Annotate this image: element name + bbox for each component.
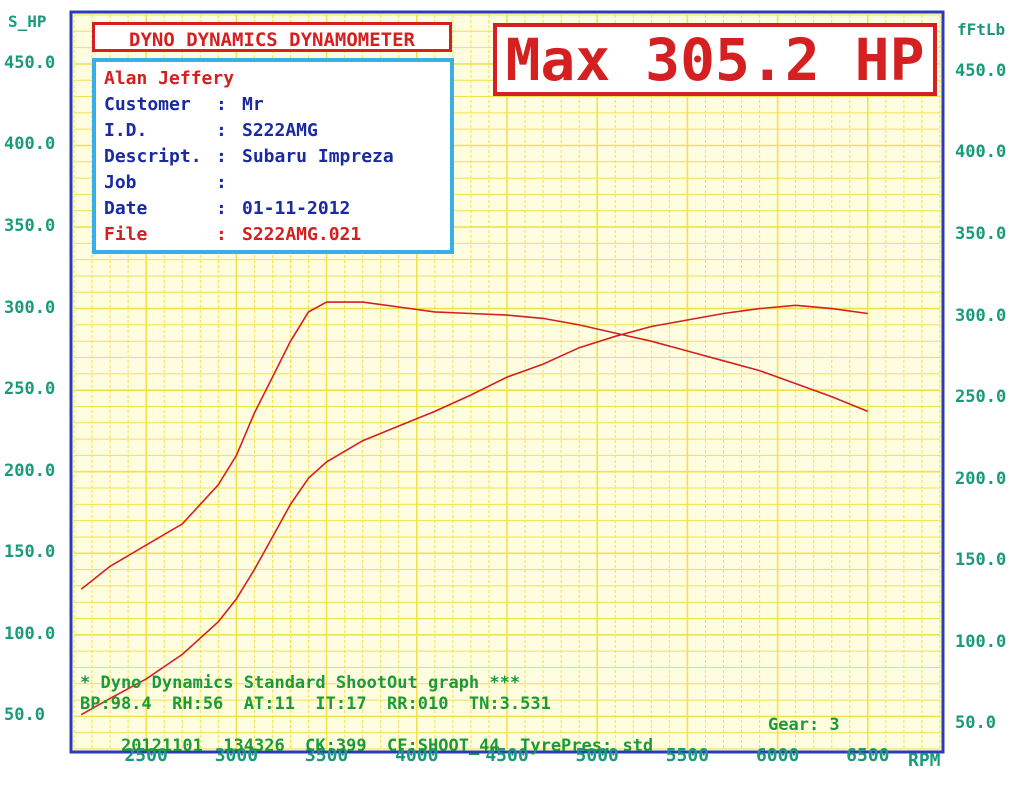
- max-hp-banner: Max 305.2 HP: [493, 23, 937, 96]
- info-value: Mr: [242, 94, 264, 115]
- right-tick-label: 150.0: [955, 550, 1007, 571]
- info-row: Date:01-11-2012: [104, 196, 450, 222]
- x-tick-label: 6000: [755, 745, 800, 766]
- info-value: Subaru Impreza: [242, 146, 394, 167]
- info-separator: :: [216, 120, 227, 141]
- info-label: Descript.: [104, 146, 202, 167]
- left-tick-label: 300.0: [4, 297, 56, 318]
- info-row: I.D.: S222AMG: [104, 118, 450, 144]
- x-tick-label: 2500: [124, 745, 168, 766]
- curves: [80, 301, 869, 716]
- footer-line-3: 20121101 134326 CK:399 CF:SHOOT_44 TyreP…: [80, 715, 940, 756]
- x-tick-label: 5500: [665, 745, 710, 766]
- info-value: 01-11-2012: [242, 198, 351, 219]
- right-tick-label: 300.0: [955, 305, 1007, 326]
- info-name: Alan Jeffery: [104, 68, 235, 89]
- right-tick-label: 400.0: [955, 142, 1007, 163]
- left-axis-unit: S_HP: [8, 12, 47, 31]
- info-row: Descript.: Subaru Impreza: [104, 144, 450, 170]
- info-label: I.D.: [104, 120, 148, 141]
- info-separator: :: [216, 94, 227, 115]
- gear-label: Gear: 3: [768, 715, 840, 735]
- footer-line-3-text: 20121101 134326 CK:399 CF:SHOOT_44 TyreP…: [120, 736, 654, 756]
- right-tick-label: 100.0: [955, 631, 1007, 652]
- x-tick-label: 6500: [846, 745, 890, 766]
- left-tick-label: 150.0: [4, 542, 56, 563]
- info-label: Customer: [104, 94, 191, 115]
- x-tick-label: 4000: [395, 745, 439, 766]
- footer-info: * Dyno Dynamics Standard ShootOut graph …: [80, 673, 940, 756]
- curve-1: [80, 301, 869, 590]
- left-tick-label: 100.0: [4, 623, 56, 644]
- info-value: S222AMG.021: [242, 224, 362, 245]
- left-tick-label: 350.0: [4, 216, 56, 237]
- right-axis-unit: fFtLb: [957, 20, 1006, 39]
- info-panel: Alan Jeffery Customer: Mr I.D.: S222AMG Desc…: [92, 58, 454, 254]
- info-label: File: [104, 224, 148, 245]
- right-tick-label: 50.0: [955, 713, 996, 734]
- info-separator: :: [216, 198, 227, 219]
- right-tick-label: 450.0: [955, 60, 1007, 81]
- info-value: S222AMG: [242, 120, 318, 141]
- left-tick-label: 450.0: [4, 52, 56, 73]
- info-separator: :: [216, 146, 227, 167]
- x-tick-label: 3500: [304, 745, 349, 766]
- footer-line-1: * Dyno Dynamics Standard ShootOut graph …: [80, 673, 521, 693]
- left-tick-label: 50.0: [4, 705, 45, 726]
- right-tick-label: 350.0: [955, 224, 1007, 245]
- left-tick-label: 250.0: [4, 379, 56, 400]
- grid-lines: [73, 14, 941, 750]
- info-separator: :: [216, 224, 227, 245]
- x-tick-label: 3000: [214, 745, 259, 766]
- left-tick-label: 200.0: [4, 460, 56, 481]
- info-label: Job: [104, 172, 137, 193]
- curve-2: [80, 304, 868, 716]
- x-axis-unit: RPM: [908, 750, 941, 771]
- dyno-chart: [69, 10, 945, 754]
- info-row: Job:: [104, 170, 450, 196]
- info-label: Date: [104, 198, 148, 219]
- info-rows: Customer: Mr I.D.: S222AMG Descript.: Subaru …: [104, 92, 450, 248]
- info-separator: :: [216, 172, 227, 193]
- footer-line-2: BP:98.4 RH:56 AT:11 IT:17 RR:010 TN:3.53…: [80, 694, 551, 714]
- x-tick-label: 4500: [485, 745, 529, 766]
- info-row: File: S222AMG.021: [104, 222, 450, 248]
- x-tick-label: 5000: [575, 745, 619, 766]
- right-tick-label: 200.0: [955, 468, 1007, 489]
- info-row: Customer: Mr: [104, 92, 450, 118]
- left-tick-label: 400.0: [4, 134, 56, 155]
- right-tick-label: 250.0: [955, 387, 1007, 408]
- chart-title: DYNO DYNAMICS DYNAMOMETER: [92, 22, 452, 52]
